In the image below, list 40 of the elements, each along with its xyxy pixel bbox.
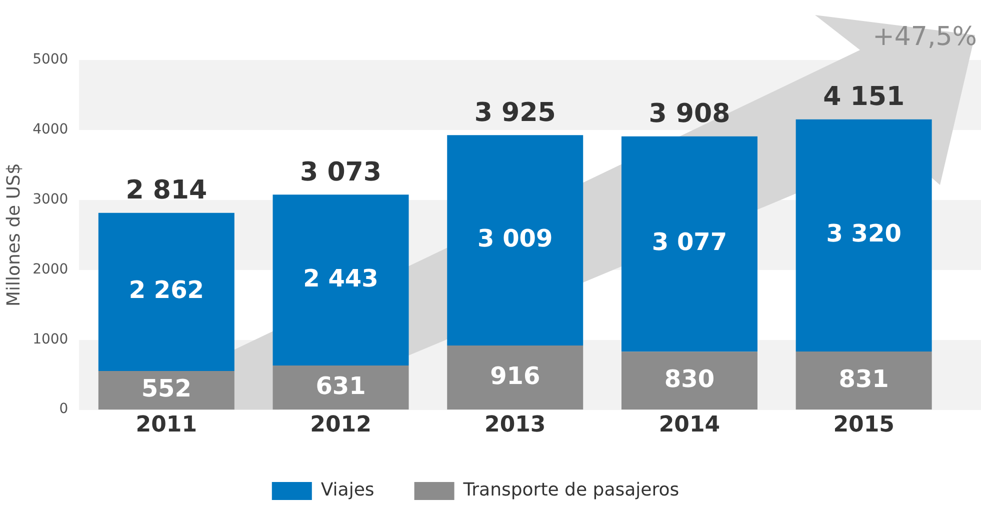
x-tick-label: 2015: [833, 412, 894, 438]
total-label: 4 151: [823, 82, 905, 112]
data-label: 3 320: [826, 220, 902, 248]
y-tick-label: 5000: [32, 52, 68, 68]
data-label: 3 077: [652, 228, 728, 256]
data-label: 830: [664, 364, 715, 393]
y-tick-label: 3000: [32, 191, 68, 208]
data-label: 631: [316, 372, 366, 400]
x-tick-label: 2014: [658, 412, 720, 438]
data-label: 2 443: [303, 264, 378, 292]
data-label: 916: [490, 362, 540, 390]
bar: [447, 135, 584, 346]
x-tick-label: 2013: [484, 412, 546, 438]
bar: [621, 136, 758, 352]
text: +47,5%: [872, 22, 977, 52]
legend-label: Viajes: [320, 480, 374, 501]
x-tick-label: 2011: [136, 412, 198, 438]
y-axis-title: Millones de US$: [3, 163, 24, 307]
legend-label: Transporte de pasajeros: [462, 480, 680, 501]
y-tick-label: 0: [59, 401, 68, 418]
data-label: 2 262: [128, 276, 204, 304]
bar: [796, 351, 932, 410]
data-label: 831: [838, 364, 889, 393]
y-tick-label: 4000: [32, 122, 68, 138]
total-label: 3 073: [300, 157, 382, 188]
bar: [621, 352, 758, 410]
bar: [98, 371, 234, 410]
bar: [272, 194, 409, 366]
total-label: 3 925: [474, 98, 556, 128]
data-label: 552: [141, 374, 192, 403]
y-tick-label: 1000: [32, 331, 68, 348]
total-label: 3 908: [648, 99, 730, 130]
bar: [796, 119, 932, 352]
data-label: 3 009: [478, 224, 553, 253]
bar: [98, 212, 234, 372]
bar: [272, 365, 409, 410]
total-label: 2 814: [126, 176, 208, 206]
x-tick-label: 2012: [310, 412, 372, 438]
y-tick-label: 2000: [32, 261, 68, 278]
bar: [447, 346, 584, 410]
